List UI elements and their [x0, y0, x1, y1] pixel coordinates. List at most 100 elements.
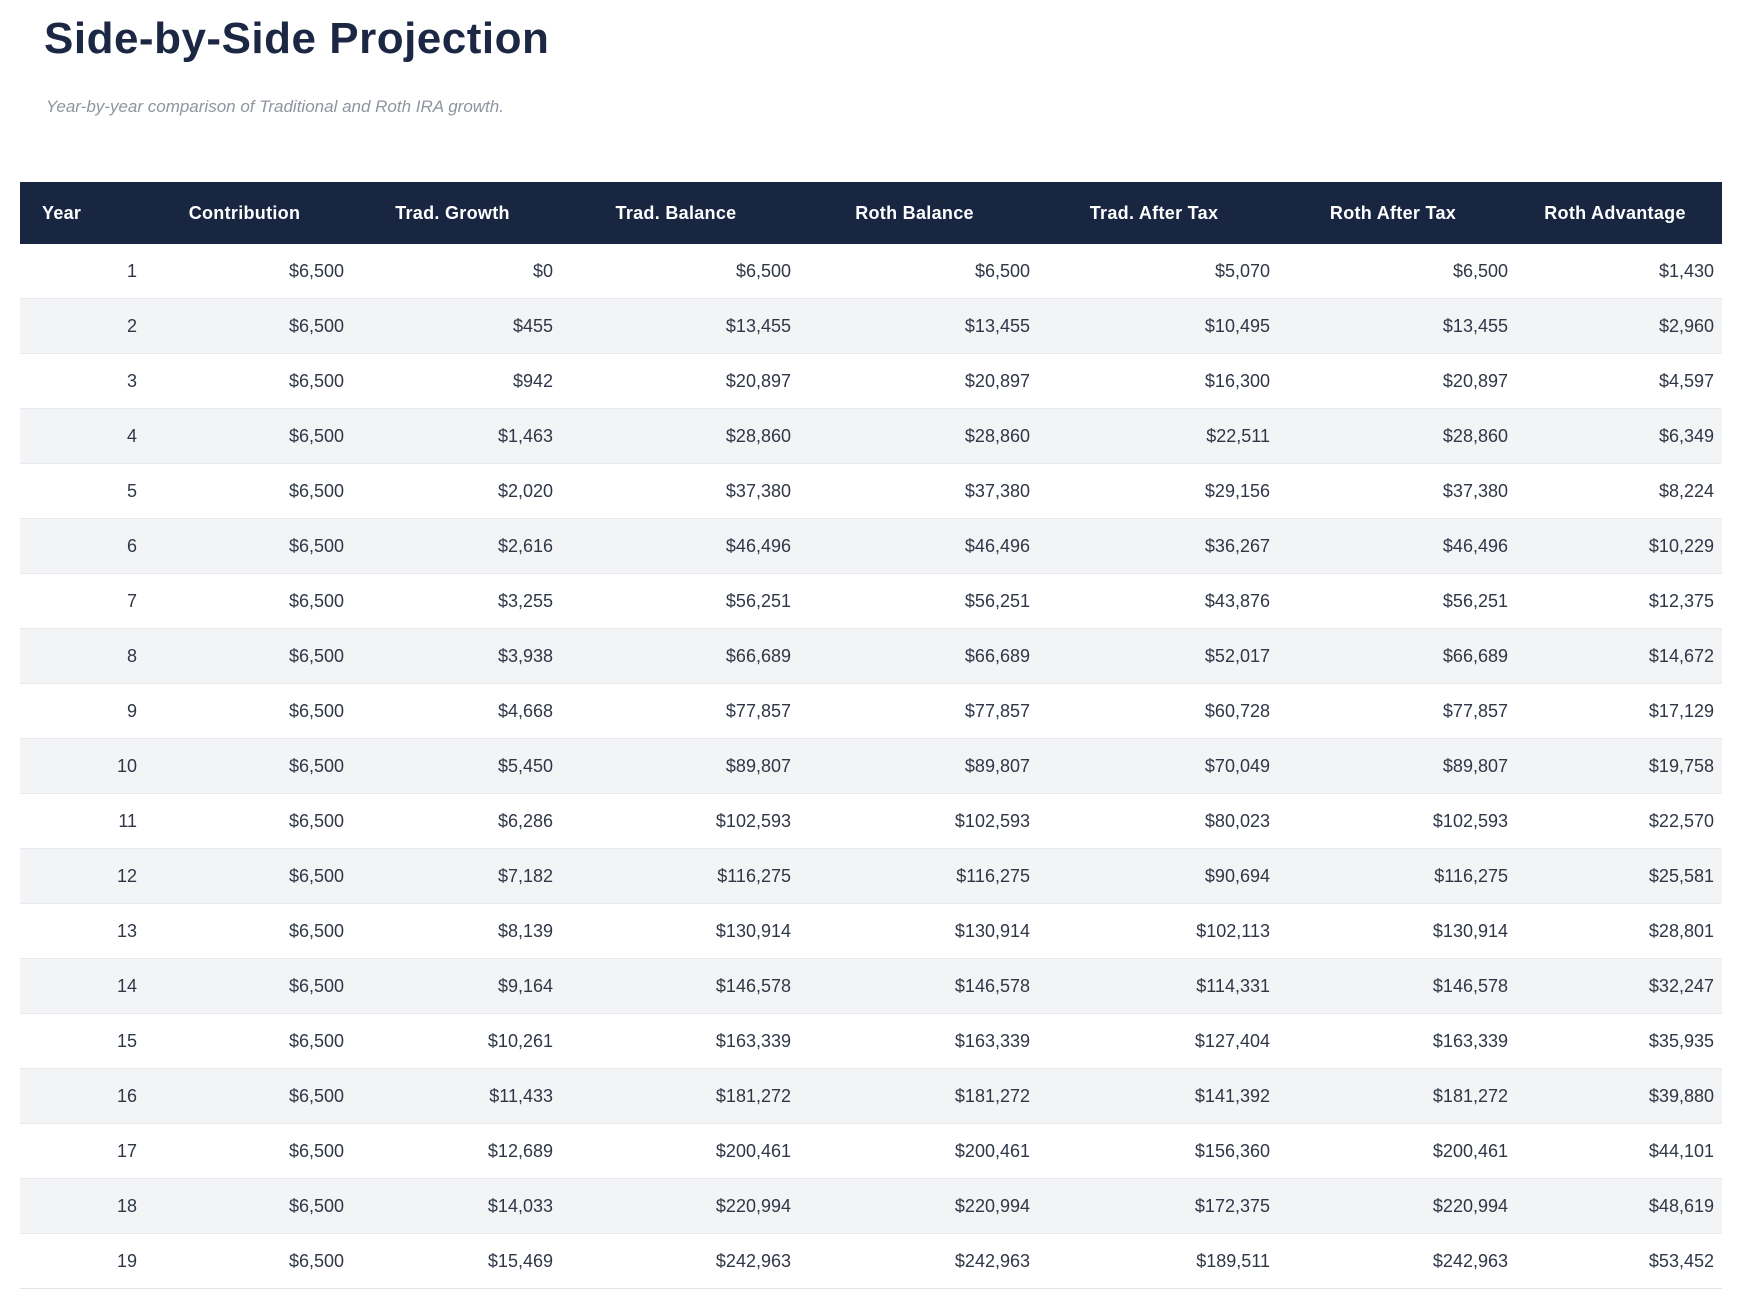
cell-trad-growth: $7,182 [352, 848, 561, 904]
cell-contribution: $6,500 [145, 793, 352, 849]
cell-trad-growth: $3,255 [352, 573, 561, 629]
cell-roth-balance: $220,994 [799, 1178, 1038, 1234]
cell-year: 18 [20, 1178, 145, 1234]
table-row: 11 $6,500 $6,286 $102,593 $102,593 $80,023 $10… [20, 793, 1722, 849]
cell-roth-after-tax: $181,272 [1278, 1068, 1516, 1124]
column-header-roth-after-tax: Roth After Tax [1278, 182, 1516, 244]
cell-trad-growth: $3,938 [352, 628, 561, 684]
cell-trad-growth: $5,450 [352, 738, 561, 794]
cell-roth-after-tax: $13,455 [1278, 298, 1516, 354]
cell-year: 2 [20, 298, 145, 354]
cell-trad-balance: $13,455 [561, 298, 799, 354]
cell-trad-growth: $0 [352, 244, 561, 299]
cell-trad-balance: $6,500 [561, 244, 799, 299]
column-header-year: Year [20, 182, 145, 244]
table-row: 18 $6,500 $14,033 $220,994 $220,994 $172,375 $… [20, 1178, 1722, 1234]
column-header-trad-balance: Trad. Balance [561, 182, 799, 244]
cell-roth-advantage: $1,430 [1516, 244, 1722, 299]
cell-trad-balance: $46,496 [561, 518, 799, 574]
cell-contribution: $6,500 [145, 1123, 352, 1179]
cell-trad-balance: $181,272 [561, 1068, 799, 1124]
table-row: 17 $6,500 $12,689 $200,461 $200,461 $156,360 $… [20, 1123, 1722, 1179]
cell-roth-balance: $20,897 [799, 353, 1038, 409]
cell-contribution: $6,500 [145, 1233, 352, 1289]
cell-roth-after-tax: $46,496 [1278, 518, 1516, 574]
table-row: 10 $6,500 $5,450 $89,807 $89,807 $70,049 $89,8… [20, 738, 1722, 794]
cell-contribution: $6,500 [145, 244, 352, 299]
cell-contribution: $6,500 [145, 298, 352, 354]
cell-roth-balance: $66,689 [799, 628, 1038, 684]
cell-roth-advantage: $8,224 [1516, 463, 1722, 519]
cell-roth-advantage: $35,935 [1516, 1013, 1722, 1069]
cell-year: 7 [20, 573, 145, 629]
cell-year: 8 [20, 628, 145, 684]
cell-roth-advantage: $4,597 [1516, 353, 1722, 409]
table-row: 13 $6,500 $8,139 $130,914 $130,914 $102,113 $1… [20, 903, 1722, 959]
cell-contribution: $6,500 [145, 463, 352, 519]
cell-trad-balance: $220,994 [561, 1178, 799, 1234]
cell-roth-balance: $116,275 [799, 848, 1038, 904]
cell-trad-after-tax: $22,511 [1038, 408, 1278, 464]
column-header-trad-after-tax: Trad. After Tax [1038, 182, 1278, 244]
cell-roth-advantage: $22,570 [1516, 793, 1722, 849]
table-row: 12 $6,500 $7,182 $116,275 $116,275 $90,694 $11… [20, 848, 1722, 904]
cell-trad-after-tax: $70,049 [1038, 738, 1278, 794]
cell-year: 4 [20, 408, 145, 464]
cell-year: 13 [20, 903, 145, 959]
cell-roth-advantage: $25,581 [1516, 848, 1722, 904]
cell-roth-advantage: $44,101 [1516, 1123, 1722, 1179]
cell-trad-growth: $8,139 [352, 903, 561, 959]
table-body: 1 $6,500 $0 $6,500 $6,500 $5,070 $6,500 $1,430 2… [20, 244, 1722, 1289]
cell-trad-balance: $163,339 [561, 1013, 799, 1069]
cell-trad-balance: $56,251 [561, 573, 799, 629]
cell-roth-advantage: $6,349 [1516, 408, 1722, 464]
cell-roth-advantage: $12,375 [1516, 573, 1722, 629]
cell-trad-growth: $11,433 [352, 1068, 561, 1124]
cell-roth-after-tax: $130,914 [1278, 903, 1516, 959]
page: Side-by-Side Projection Year-by-year com… [0, 14, 1742, 1292]
cell-year: 14 [20, 958, 145, 1014]
cell-trad-balance: $89,807 [561, 738, 799, 794]
cell-year: 6 [20, 518, 145, 574]
cell-roth-advantage: $53,452 [1516, 1233, 1722, 1289]
table-row: 6 $6,500 $2,616 $46,496 $46,496 $36,267 $46,49… [20, 518, 1722, 574]
cell-roth-balance: $200,461 [799, 1123, 1038, 1179]
cell-trad-balance: $28,860 [561, 408, 799, 464]
cell-roth-balance: $130,914 [799, 903, 1038, 959]
cell-year: 17 [20, 1123, 145, 1179]
cell-trad-after-tax: $60,728 [1038, 683, 1278, 739]
cell-year: 15 [20, 1013, 145, 1069]
cell-roth-advantage: $19,758 [1516, 738, 1722, 794]
cell-year: 12 [20, 848, 145, 904]
cell-contribution: $6,500 [145, 683, 352, 739]
cell-roth-advantage: $2,960 [1516, 298, 1722, 354]
page-subtitle: Year-by-year comparison of Traditional a… [46, 97, 504, 116]
cell-contribution: $6,500 [145, 958, 352, 1014]
cell-year: 5 [20, 463, 145, 519]
cell-contribution: $6,500 [145, 903, 352, 959]
table-row: 15 $6,500 $10,261 $163,339 $163,339 $127,404 $… [20, 1013, 1722, 1069]
projection-table: Year Contribution Trad. Growth Trad. Balanc… [20, 182, 1722, 1289]
cell-roth-after-tax: $89,807 [1278, 738, 1516, 794]
cell-year: 1 [20, 244, 145, 299]
cell-trad-after-tax: $36,267 [1038, 518, 1278, 574]
page-title: Side-by-Side Projection [44, 14, 550, 63]
table-row: 4 $6,500 $1,463 $28,860 $28,860 $22,511 $28,86… [20, 408, 1722, 464]
cell-roth-balance: $102,593 [799, 793, 1038, 849]
cell-contribution: $6,500 [145, 1068, 352, 1124]
cell-trad-after-tax: $52,017 [1038, 628, 1278, 684]
cell-trad-after-tax: $80,023 [1038, 793, 1278, 849]
cell-trad-after-tax: $156,360 [1038, 1123, 1278, 1179]
cell-roth-advantage: $10,229 [1516, 518, 1722, 574]
cell-contribution: $6,500 [145, 628, 352, 684]
table-row: 14 $6,500 $9,164 $146,578 $146,578 $114,331 $1… [20, 958, 1722, 1014]
cell-trad-after-tax: $172,375 [1038, 1178, 1278, 1234]
table-row: 7 $6,500 $3,255 $56,251 $56,251 $43,876 $56,25… [20, 573, 1722, 629]
cell-trad-after-tax: $5,070 [1038, 244, 1278, 299]
cell-contribution: $6,500 [145, 738, 352, 794]
cell-year: 9 [20, 683, 145, 739]
cell-trad-growth: $4,668 [352, 683, 561, 739]
table-row: 2 $6,500 $455 $13,455 $13,455 $10,495 $13,455 $… [20, 298, 1722, 354]
cell-roth-advantage: $14,672 [1516, 628, 1722, 684]
cell-trad-after-tax: $114,331 [1038, 958, 1278, 1014]
